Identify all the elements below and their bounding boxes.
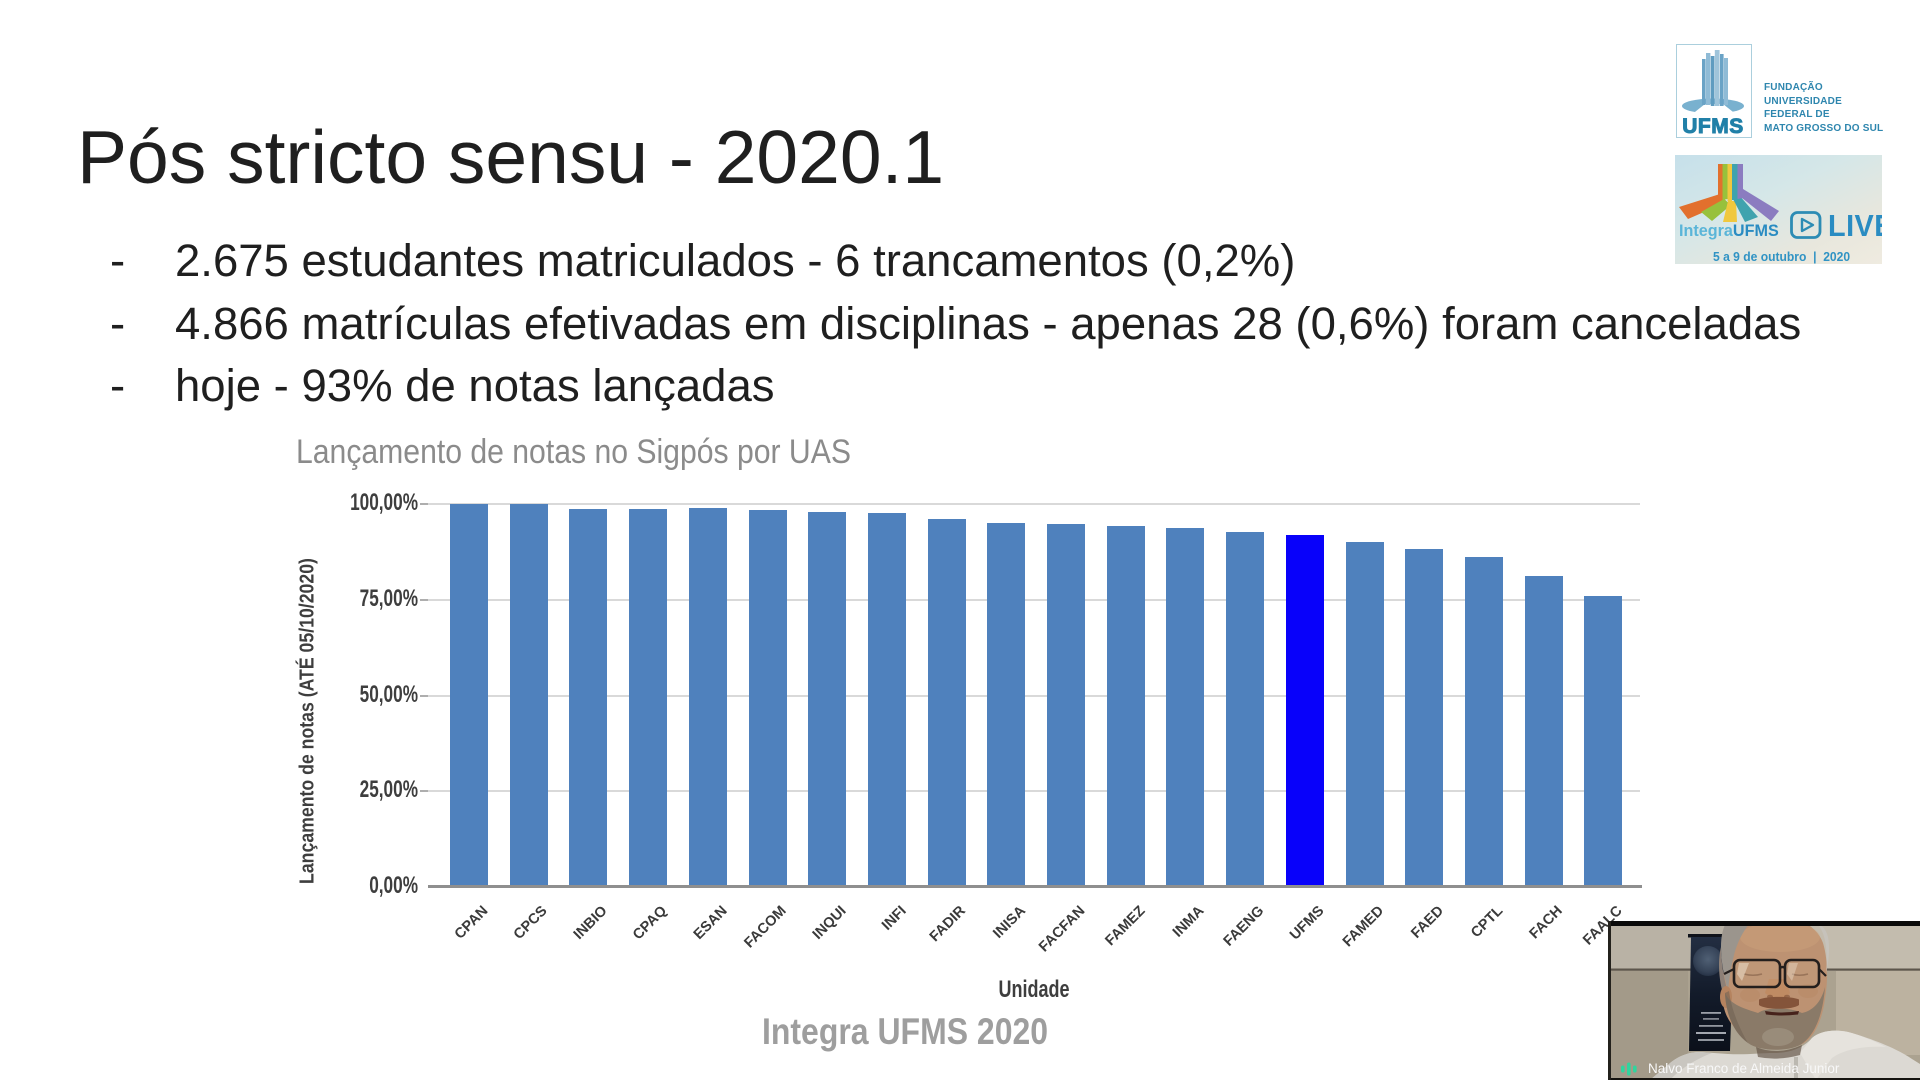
svg-text:UFMS: UFMS [1682, 115, 1744, 136]
